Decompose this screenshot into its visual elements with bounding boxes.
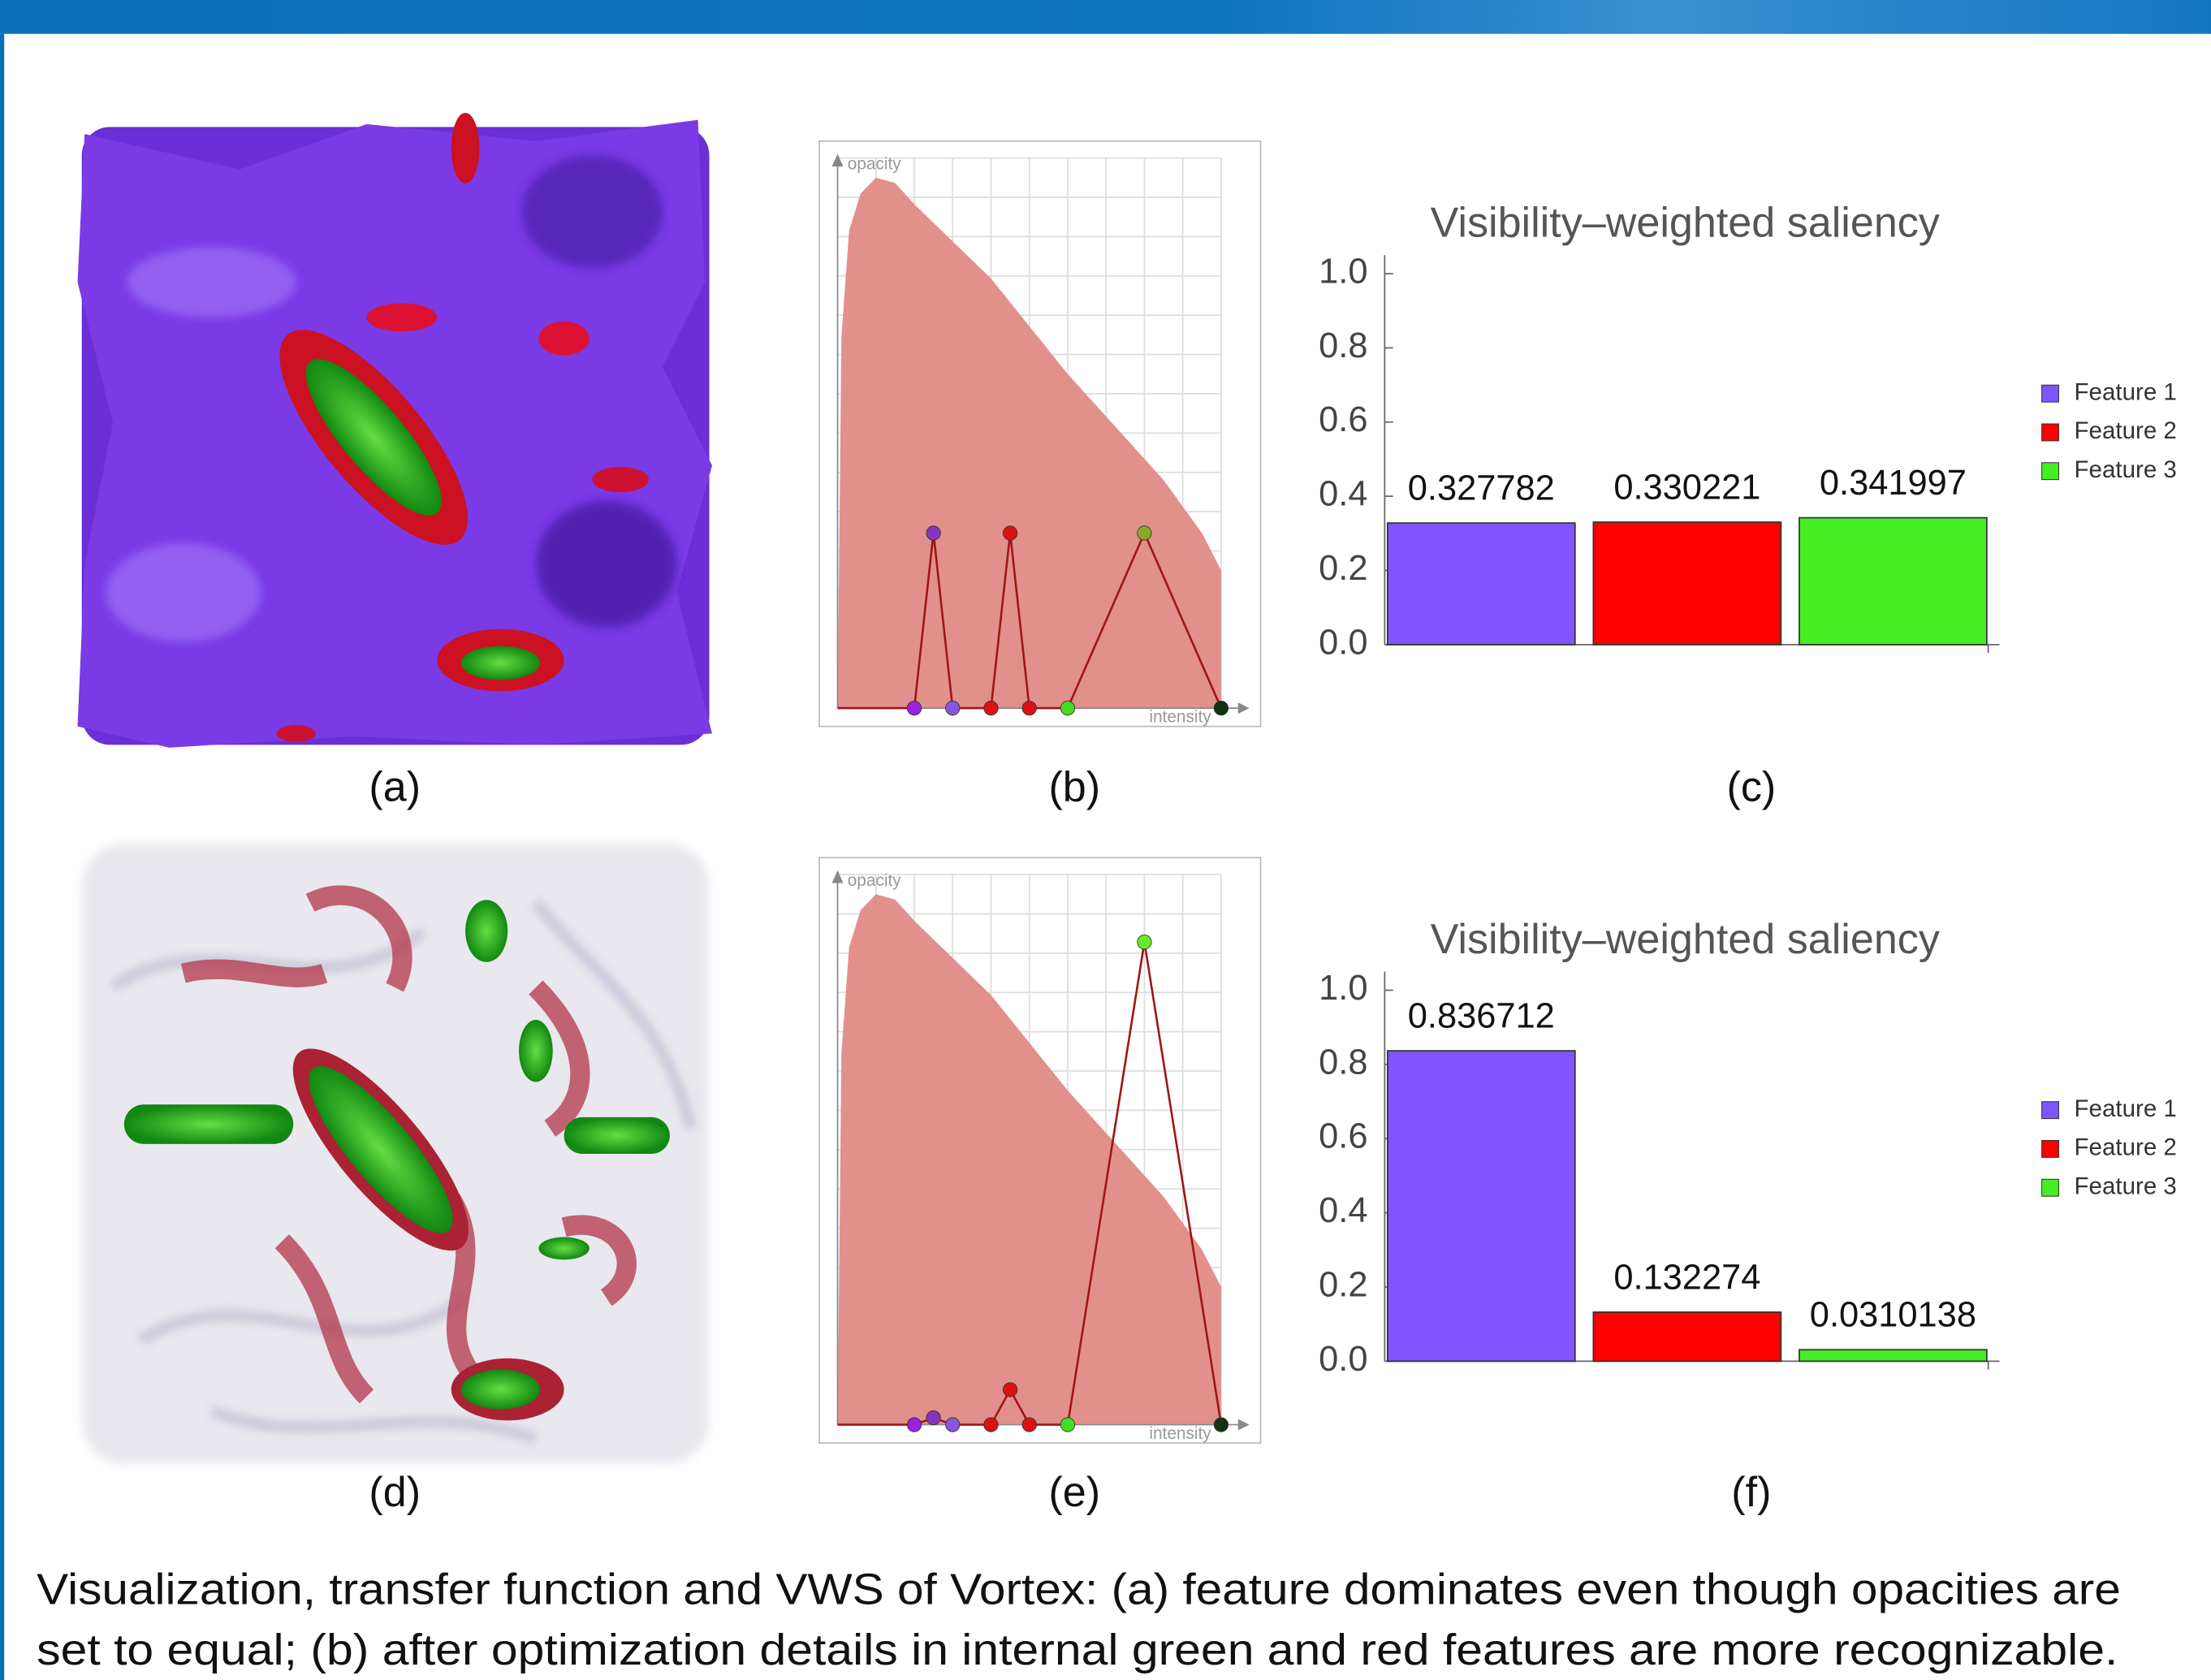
panel-label: (b) bbox=[1048, 764, 1100, 811]
chart-title: Visibility–weighted saliency bbox=[1431, 200, 1940, 247]
y-tick-label: 0.6 bbox=[1319, 1117, 1367, 1156]
value-label: 0.330221 bbox=[1613, 469, 1760, 507]
caption-line: Visualization, transfer function and VWS… bbox=[37, 1566, 2121, 1614]
y-tick-label: 0.4 bbox=[1319, 475, 1367, 514]
y-tick-label: 1.0 bbox=[1319, 969, 1367, 1008]
legend-swatch bbox=[2041, 1140, 2059, 1158]
panel-label: (a) bbox=[369, 764, 421, 811]
legend-swatch bbox=[2041, 384, 2059, 403]
chart-title: Visibility–weighted saliency bbox=[1431, 916, 1940, 963]
control-point bbox=[1060, 700, 1076, 716]
control-point bbox=[1137, 525, 1152, 541]
control-point bbox=[983, 1417, 999, 1432]
bar bbox=[1799, 516, 1988, 646]
legend-swatch bbox=[2041, 462, 2059, 481]
axis-arrow bbox=[831, 153, 844, 166]
x-axis-label: intensity bbox=[1149, 1424, 1211, 1443]
x-axis-label: intensity bbox=[1149, 708, 1211, 727]
legend-swatch bbox=[2041, 1178, 2059, 1197]
legend-label: Feature 3 bbox=[2075, 1173, 2177, 1200]
left-border bbox=[0, 33, 5, 1680]
y-tick-label: 0.6 bbox=[1319, 400, 1367, 439]
control-point bbox=[1137, 935, 1152, 950]
histogram-area bbox=[837, 894, 1221, 1425]
control-point bbox=[1002, 1382, 1018, 1397]
bar bbox=[1386, 1050, 1576, 1363]
bar bbox=[1386, 522, 1576, 646]
y-tick-label: 0.2 bbox=[1319, 1265, 1367, 1304]
legend-label: Feature 2 bbox=[2075, 1134, 2177, 1161]
y-tick-label: 0.2 bbox=[1319, 549, 1367, 588]
control-point bbox=[945, 700, 961, 716]
legend-label: Feature 1 bbox=[2075, 1095, 2177, 1122]
control-point bbox=[926, 1410, 941, 1426]
y-tick-label: 0.8 bbox=[1319, 1043, 1367, 1082]
caption-line: set to equal; (b) after optimization det… bbox=[37, 1626, 2118, 1674]
panel-label: (e) bbox=[1048, 1469, 1100, 1516]
volume-render-a bbox=[77, 112, 712, 748]
value-label: 0.327782 bbox=[1408, 469, 1555, 508]
y-tick-label: 0.0 bbox=[1319, 1340, 1367, 1379]
bar bbox=[1799, 1349, 1988, 1363]
control-point bbox=[983, 700, 999, 716]
control-point bbox=[1213, 1417, 1229, 1432]
control-point bbox=[906, 1417, 922, 1432]
control-point bbox=[945, 1417, 961, 1432]
control-point bbox=[1021, 700, 1037, 716]
header-band bbox=[0, 0, 2211, 34]
legend-swatch bbox=[2041, 1101, 2059, 1120]
y-tick-label: 0.0 bbox=[1319, 623, 1367, 662]
panel-label: (d) bbox=[369, 1469, 421, 1516]
y-tick-label: 0.4 bbox=[1319, 1191, 1367, 1230]
legend-swatch bbox=[2041, 423, 2059, 442]
value-label: 0.132274 bbox=[1613, 1258, 1760, 1297]
control-point bbox=[1060, 1417, 1076, 1432]
control-point bbox=[926, 525, 941, 541]
control-point bbox=[906, 700, 922, 716]
volume-render-d bbox=[81, 843, 710, 1465]
legend-label: Feature 3 bbox=[2075, 456, 2177, 483]
bar bbox=[1592, 1311, 1782, 1363]
legend-label: Feature 2 bbox=[2075, 417, 2177, 444]
value-label: 0.341997 bbox=[1820, 464, 1967, 503]
y-axis-label: opacity bbox=[848, 155, 902, 174]
axis-arrow bbox=[831, 870, 844, 883]
control-point bbox=[1213, 700, 1229, 716]
value-label: 0.0310138 bbox=[1810, 1296, 1976, 1335]
y-tick-label: 0.8 bbox=[1319, 326, 1367, 365]
y-axis-label: opacity bbox=[848, 871, 902, 890]
value-label: 0.836712 bbox=[1408, 997, 1555, 1036]
axis-arrow bbox=[1237, 1419, 1250, 1431]
y-tick-label: 1.0 bbox=[1319, 252, 1367, 291]
bar bbox=[1592, 521, 1782, 646]
control-point bbox=[1021, 1417, 1037, 1432]
caption: Visualization, transfer function and VWS… bbox=[37, 1566, 2121, 1675]
legend-label: Feature 1 bbox=[2075, 378, 2177, 405]
panel-label: (f) bbox=[1731, 1469, 1771, 1516]
panel-label: (c) bbox=[1726, 764, 1776, 811]
control-point bbox=[1002, 525, 1018, 541]
axis-arrow bbox=[1237, 702, 1250, 715]
